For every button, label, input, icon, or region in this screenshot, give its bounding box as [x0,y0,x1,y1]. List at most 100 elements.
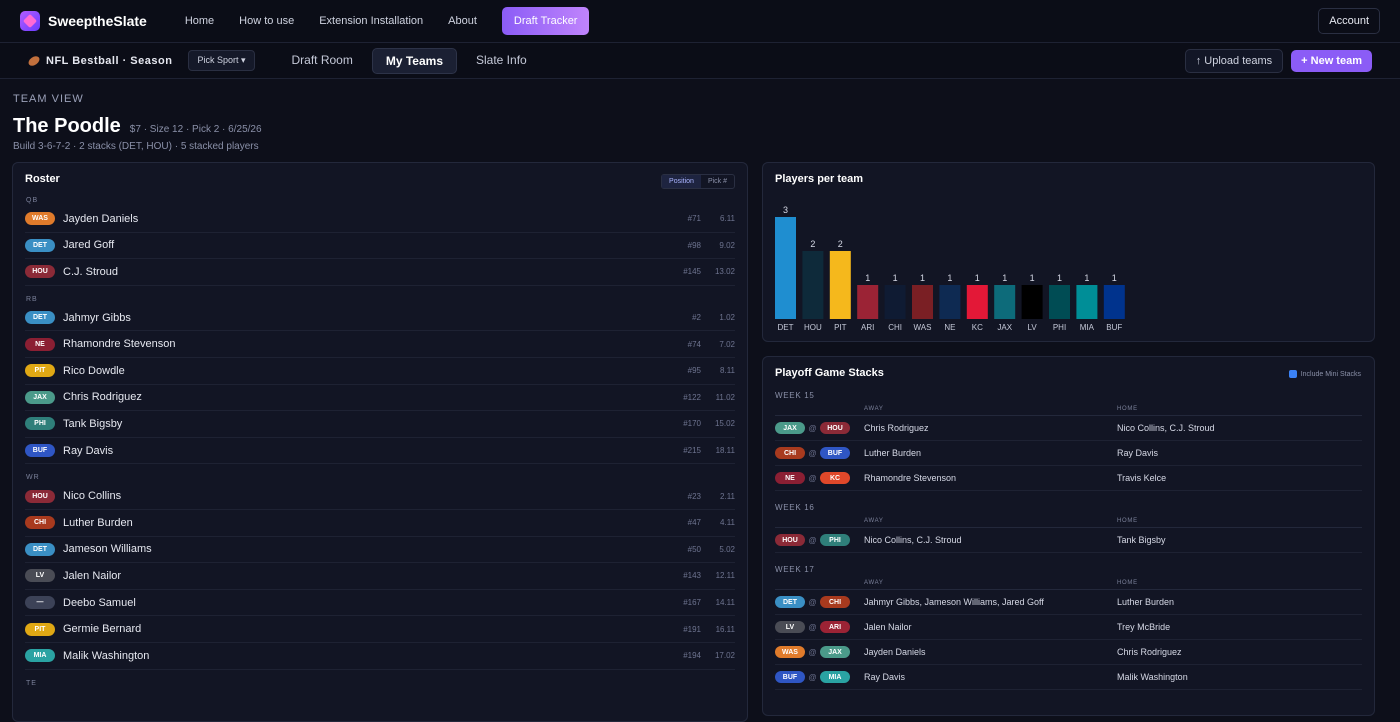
bar-hou[interactable] [802,251,824,319]
new-team-button[interactable]: + New team [1291,49,1372,72]
team-header: TEAM VIEW The Poodle $7 · Size 12 · Pick… [0,79,1400,152]
roster-row[interactable]: BUF Ray Davis #215 18.11 [25,438,735,465]
bar-ari[interactable] [857,285,879,319]
roster-row[interactable]: DET Jared Goff #98 9.02 [25,233,735,260]
bar-det[interactable] [775,217,796,319]
team-badge: BUF [775,671,805,683]
week-label: WEEK 17 [775,565,815,574]
roster-row[interactable]: DET Jameson Williams #50 5.02 [25,537,735,564]
team-build: Build 3-6-7-2 · 2 stacks (DET, HOU) · 5 … [13,141,259,152]
upload-teams-button[interactable]: ↑ Upload teams [1184,48,1284,73]
nav-link-extension[interactable]: Extension Installation [319,15,424,27]
roster-row[interactable]: — Deebo Samuel #167 14.11 [25,590,735,617]
pick-number: #95 [687,366,701,376]
bar-lv[interactable] [1021,285,1043,319]
stack-row[interactable]: DET @ CHI Jahmyr Gibbs, Jameson Williams, J… [775,590,1362,615]
position-group-label: WR [26,474,40,482]
bar-chi[interactable] [884,285,906,319]
roster-row[interactable]: JAX Chris Rodriguez #122 11.02 [25,385,735,412]
bar-mia[interactable] [1076,285,1098,319]
player-name: C.J. Stroud [63,265,119,278]
include-mini-stacks[interactable]: Include Mini Stacks [1288,370,1361,378]
matchup: NE @ KC [775,472,864,484]
pick-number: #50 [687,544,701,554]
home-players: Chris Rodriguez [1117,647,1182,657]
title-row: The Poodle $7 · Size 12 · Pick 2 · 6/25/… [13,115,1387,138]
round-pick: 4.11 [720,518,735,528]
column-header: AWAY HOME [775,518,1362,528]
roster-row[interactable]: NE Rhamondre Stevenson #74 7.02 [25,331,735,358]
stack-row[interactable]: BUF @ MIA Ray Davis Malik Washington [775,665,1362,690]
at-symbol: @ [808,647,817,657]
roster-row[interactable]: PIT Rico Dowdle #95 8.11 [25,358,735,385]
roster-row[interactable]: MIA Malik Washington #194 17.02 [25,643,735,670]
players-per-team-panel: Players per team 3 DET 2 HOU 2 PIT 1 ARI 1 CHI 1 WA… [762,162,1375,342]
bar-ne[interactable] [939,285,961,319]
round-pick: 12.11 [715,571,735,581]
roster-row[interactable]: PIT Germie Bernard #191 16.11 [25,616,735,643]
roster-list: QB WAS Jayden Daniels #71 6.11 DET Jared Goff #… [25,197,735,687]
bar-value-label: 1 [1057,273,1062,283]
bar-jax[interactable] [994,285,1016,319]
roster-row[interactable]: HOU Nico Collins #23 2.11 [25,483,735,510]
bar-pit[interactable] [829,251,851,319]
stack-row[interactable]: JAX @ HOU Chris Rodriguez Nico Collins, C.J.… [775,416,1362,441]
players-per-team-chart: 3 DET 2 HOU 2 PIT 1 ARI 1 CHI 1 WAS 1 NE 1 KC 1 JAX 1 LV 1 PH… [775,205,1125,332]
roster-row[interactable]: HOU C.J. Stroud #145 13.02 [25,259,735,286]
home-players: Tank Bigsby [1117,535,1166,545]
team-badge: JAX [820,646,850,658]
bar-phi[interactable] [1049,285,1070,319]
roster-row[interactable]: WAS Jayden Daniels #71 6.11 [25,206,735,233]
round-pick: 6.11 [720,214,735,224]
roster-row[interactable]: PHI Tank Bigsby #170 15.02 [25,411,735,438]
stack-row[interactable]: NE @ KC Rhamondre Stevenson Travis Kelce [775,466,1362,491]
draft-tracker-button[interactable]: Draft Tracker [501,7,590,35]
stacks-list: WEEK 15 AWAY HOME JAX @ HOU Chris Rodriguez Nic… [775,391,1362,690]
tab-my-teams[interactable]: My Teams [371,47,457,74]
pick-sport-dropdown[interactable]: Pick Sport ▾ [188,50,255,71]
sort-position-button[interactable]: Position [662,175,701,188]
nav-link-home[interactable]: Home [184,15,215,27]
at-symbol: @ [808,622,817,632]
account-button[interactable]: Account [1318,8,1380,34]
roster-row[interactable]: CHI Luther Burden #47 4.11 [25,510,735,537]
tab-draft-room[interactable]: Draft Room [291,52,353,67]
stack-row[interactable]: WAS @ JAX Jayden Daniels Chris Rodriguez [775,640,1362,665]
sort-pick-button[interactable]: Pick # [707,178,727,185]
player-name: Ray Davis [63,444,114,457]
roster-row[interactable]: DET Jahmyr Gibbs #2 1.02 [25,305,735,332]
home-header: HOME [1117,406,1138,412]
round-pick: 13.02 [714,267,735,277]
team-badge: MIA [820,671,850,683]
matchup: LV @ ARI [775,621,864,633]
pick-number: #215 [683,446,701,456]
matchup: BUF @ MIA [775,671,864,683]
home-header: HOME [1117,580,1138,586]
tab-slate-info[interactable]: Slate Info [476,52,527,67]
stack-row[interactable]: LV @ ARI Jalen Nailor Trey McBride [775,615,1362,640]
stack-row[interactable]: HOU @ PHI Nico Collins, C.J. Stroud Tank Big… [775,528,1362,553]
brand[interactable]: SweeptheSlate [20,11,147,31]
checkbox-checked-icon[interactable] [1288,370,1297,378]
player-name: Jared Goff [63,239,115,252]
pick-number: #122 [683,392,701,402]
player-name: Nico Collins [63,490,122,503]
round-pick: 15.02 [714,419,735,429]
category-tick-label: BUF [1106,323,1122,332]
pick-number: #2 [692,313,701,323]
matchup: DET @ CHI [775,596,864,608]
pick-number: #47 [687,518,701,528]
team-badge: JAX [775,422,805,434]
nav-link-how-to-use[interactable]: How to use [239,15,295,27]
week-label: WEEK 15 [775,391,815,400]
pick-sport-label: Pick Sport [197,55,239,65]
nav-link-about[interactable]: About [448,15,477,27]
roster-title: Roster [25,173,60,185]
roster-row[interactable]: LV Jalen Nailor #143 12.11 [25,563,735,590]
bar-was[interactable] [912,285,933,319]
bar-kc[interactable] [966,285,988,319]
stack-row[interactable]: CHI @ BUF Luther Burden Ray Davis [775,441,1362,466]
team-badge: NE [775,472,805,484]
bar-value-label: 1 [1002,273,1007,283]
bar-buf[interactable] [1103,285,1125,319]
